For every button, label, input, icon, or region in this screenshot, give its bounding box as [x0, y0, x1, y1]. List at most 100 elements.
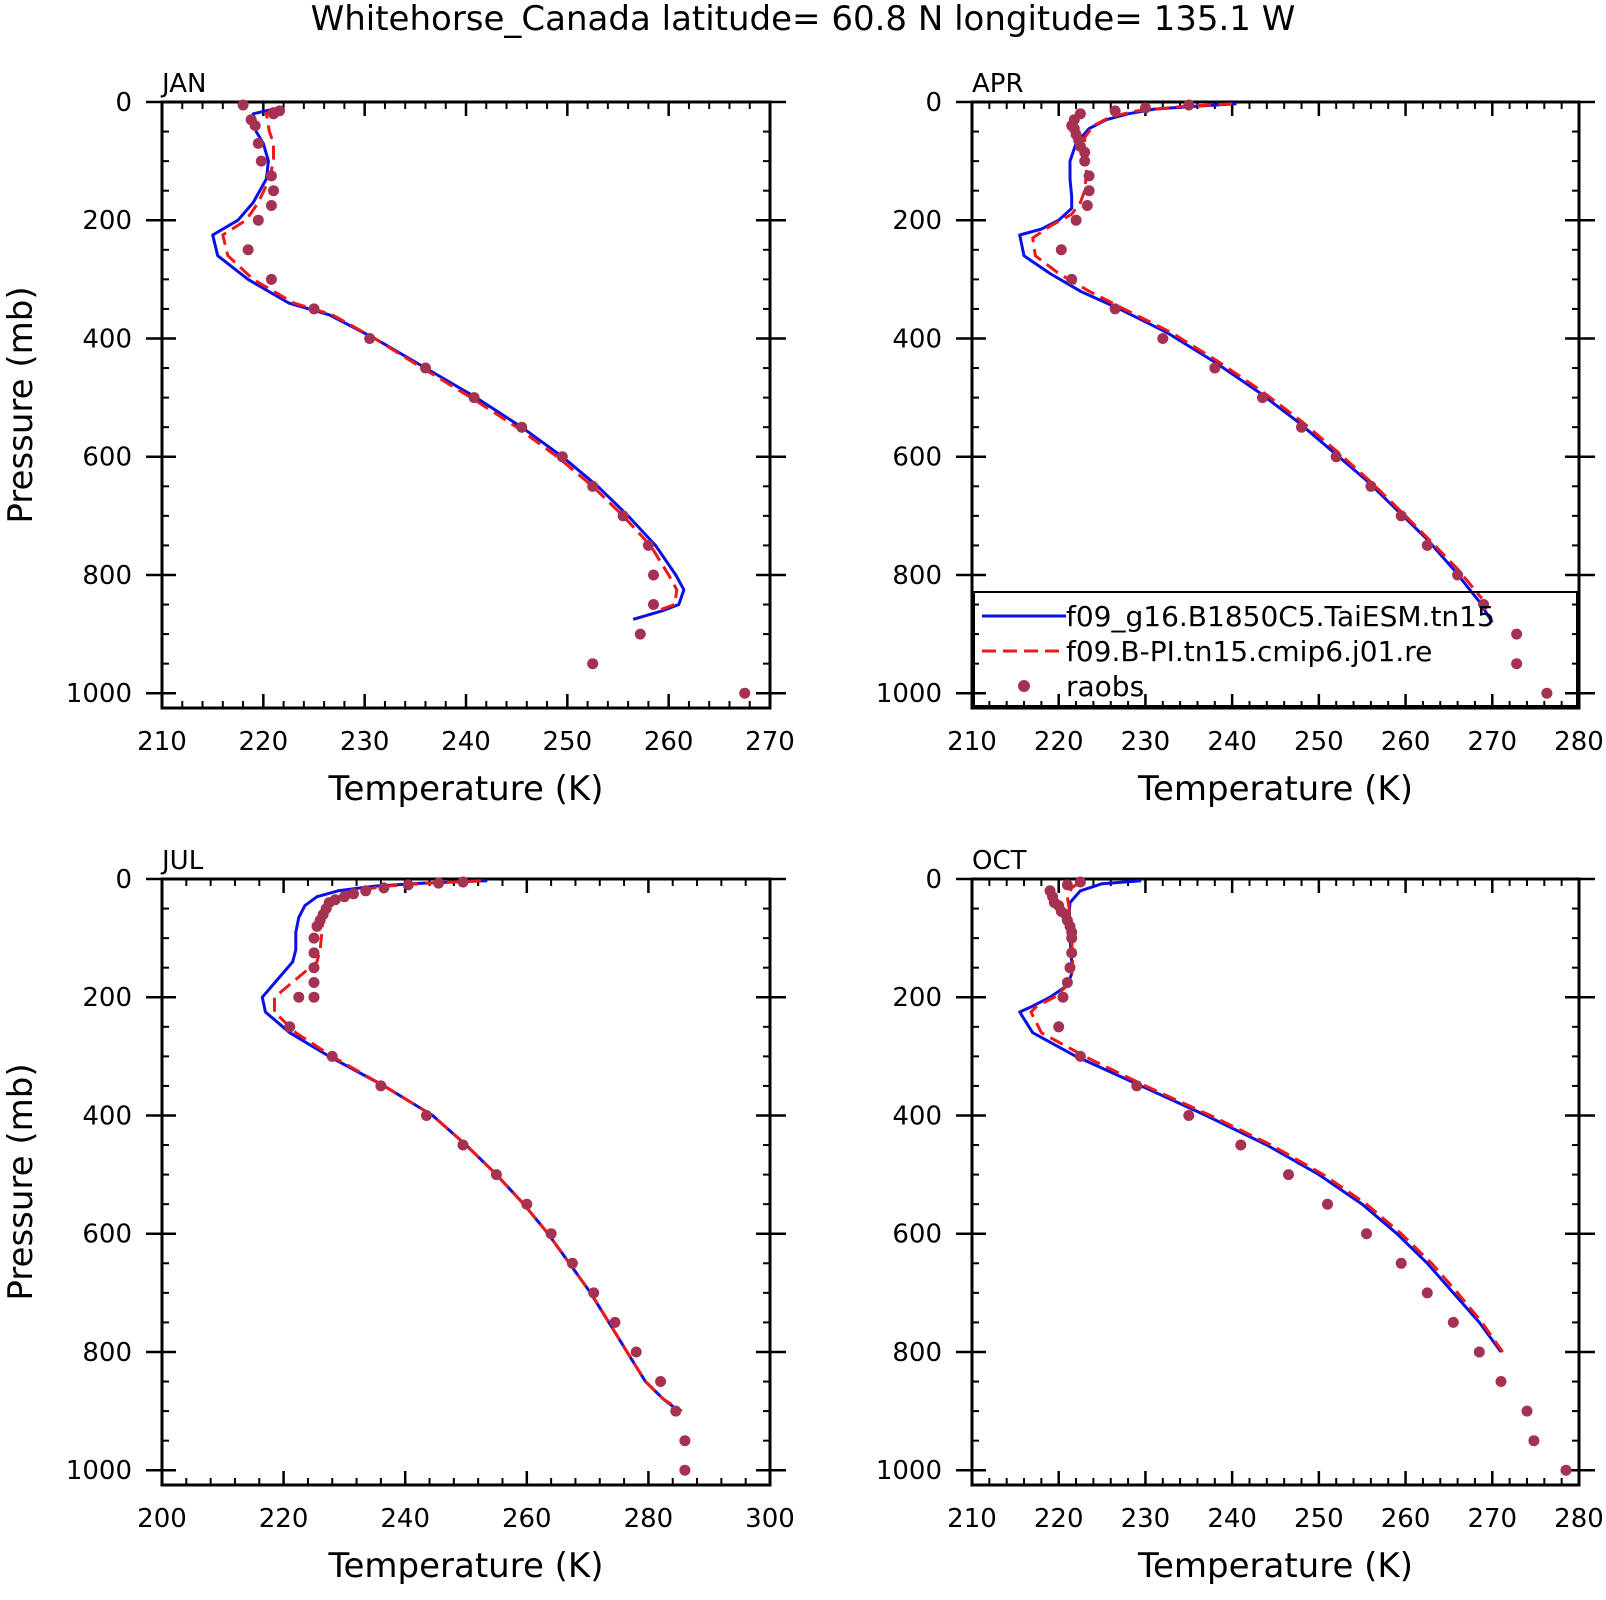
obs-point: [655, 1376, 667, 1387]
y-tick-label: 600: [82, 443, 132, 473]
obs-point: [249, 120, 261, 132]
obs-point: [378, 882, 390, 894]
obs-point: [1053, 1021, 1065, 1033]
x-tick-label: 260: [1381, 727, 1431, 757]
obs-point: [265, 200, 277, 211]
x-tick-label: 260: [644, 727, 694, 757]
x-tick-label: 220: [1034, 727, 1084, 757]
obs-point: [1131, 1080, 1143, 1092]
obs-point: [1057, 991, 1069, 1003]
obs-point: [1183, 1110, 1195, 1121]
y-tick-label: 600: [892, 443, 942, 473]
y-tick-label: 800: [82, 561, 132, 591]
y-tick-label: 0: [115, 88, 132, 118]
series-line-1: [1018, 879, 1503, 1353]
x-tick-label: 270: [745, 727, 795, 757]
obs-point: [566, 1257, 578, 1269]
obs-point: [1074, 1050, 1086, 1062]
obs-point: [1157, 333, 1169, 344]
y-tick-label: 400: [892, 1101, 942, 1131]
legend: f09_g16.B1850C5.TaiESM.tn15f09.B-PI.tn15…: [973, 591, 1578, 707]
obs-point: [420, 362, 431, 374]
series-line-1: [260, 879, 680, 1413]
obs-point: [1079, 146, 1091, 158]
y-tick-label: 200: [82, 983, 132, 1013]
y-tick-label: 200: [892, 206, 942, 236]
x-tick-label: 240: [380, 1504, 430, 1534]
obs-point: [521, 1198, 533, 1210]
x-axis-label: Temperature (K): [327, 1546, 603, 1586]
x-tick-label: 230: [340, 727, 390, 757]
obs-point: [364, 333, 376, 344]
obs-point: [1066, 947, 1078, 959]
obs-point: [1395, 510, 1407, 522]
obs-point: [421, 1110, 432, 1121]
obs-point: [1421, 1287, 1433, 1299]
x-axis-label: Temperature (K): [327, 769, 603, 809]
series-line-1: [211, 106, 686, 621]
obs-point: [293, 991, 305, 1003]
x-axis-label: Temperature (K): [1137, 1546, 1413, 1586]
panel-jan: JAN 210 220 230 240 250 260 270 0 200 400 600 800 100…: [1, 69, 795, 809]
obs-point: [609, 1316, 621, 1328]
legend-label: f09.B-PI.tn15.cmip6.j01.re: [1066, 635, 1432, 668]
obs-point: [1528, 1435, 1540, 1447]
obs-point: [237, 99, 249, 111]
series-line-2: [1031, 102, 1484, 600]
obs-point: [265, 273, 277, 285]
legend-marker: [1018, 680, 1030, 692]
obs-point: [242, 244, 254, 256]
obs-point: [670, 1405, 682, 1417]
obs-point: [252, 214, 264, 226]
obs-point: [1511, 628, 1523, 640]
x-tick-label: 200: [137, 1504, 187, 1534]
y-tick-label: 600: [82, 1220, 132, 1250]
obs-point: [1447, 1316, 1459, 1328]
obs-point: [308, 991, 320, 1003]
obs-point: [679, 1435, 691, 1447]
plot-frame: [970, 877, 1581, 1487]
obs-point: [274, 105, 285, 117]
x-tick-label: 260: [502, 1504, 552, 1534]
obs-point: [545, 1228, 557, 1240]
panel-oct: OCT 210 220 230 240 250 260 270 280 0 200 400 600 800…: [876, 846, 1604, 1586]
obs-point: [265, 170, 277, 182]
obs-point: [1109, 303, 1121, 315]
obs-point: [468, 392, 480, 404]
panel-title: JAN: [160, 69, 206, 99]
series-line-1: [1018, 102, 1494, 624]
x-tick-label: 230: [1121, 1504, 1171, 1534]
obs-point: [433, 877, 445, 889]
y-tick-label: 1000: [66, 679, 132, 709]
obs-point: [1079, 155, 1091, 167]
x-tick-label: 240: [1207, 727, 1257, 757]
obs-point: [1511, 658, 1523, 670]
obs-point: [308, 303, 320, 315]
series-line-2: [221, 106, 679, 612]
obs-point: [1183, 99, 1195, 111]
y-axis-label: Pressure (mb): [1, 286, 41, 523]
x-tick-label: 220: [259, 1504, 309, 1534]
y-tick-label: 200: [82, 206, 132, 236]
panel-jul: JUL 200 220 240 260 280 300 0 200 400 600 800 1000 Te…: [1, 846, 795, 1586]
x-tick-label: 260: [1381, 1504, 1431, 1534]
plot-frame: [970, 100, 1581, 710]
obs-point: [1541, 687, 1553, 699]
obs-point: [630, 1346, 642, 1358]
x-axis-label: Temperature (K): [1137, 769, 1413, 809]
obs-point: [1560, 1464, 1572, 1476]
obs-point: [556, 451, 568, 463]
obs-point: [1083, 185, 1095, 197]
obs-point: [1395, 1257, 1407, 1269]
obs-point: [308, 962, 320, 974]
obs-point: [587, 658, 599, 670]
obs-point: [1055, 244, 1067, 256]
x-tick-label: 210: [947, 727, 997, 757]
x-tick-label: 270: [1467, 1504, 1517, 1534]
obs-point: [268, 185, 279, 197]
obs-point: [587, 480, 599, 492]
obs-point: [1061, 879, 1073, 891]
obs-point: [255, 155, 267, 167]
obs-point: [326, 1050, 338, 1062]
